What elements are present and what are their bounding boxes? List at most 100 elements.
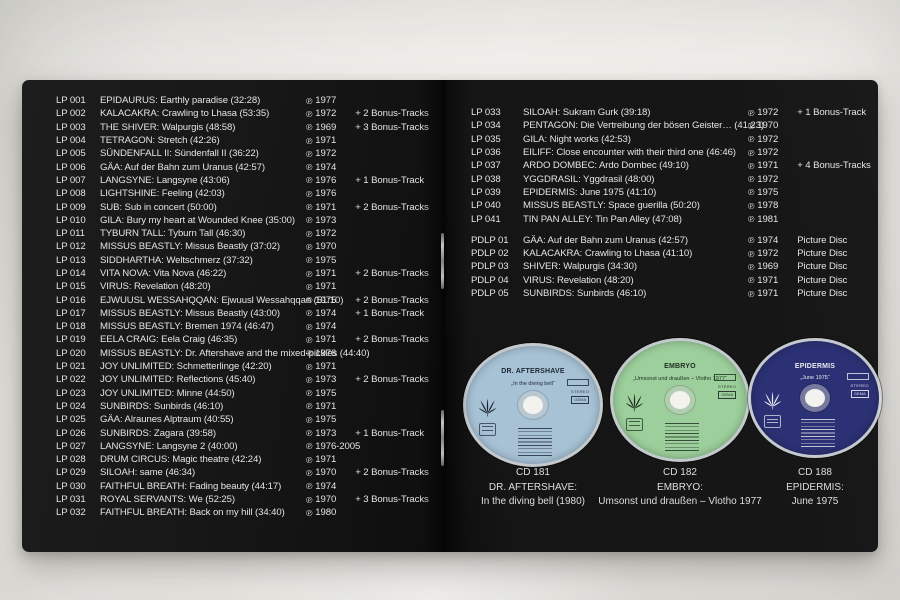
catalog-row: LP 037 ARDO DOMBEC: Ardo Dombec (49:10) … <box>471 159 871 172</box>
phonogram-icon: ℗ <box>306 441 313 452</box>
phonogram-icon: ℗ <box>306 454 313 465</box>
disc-center-hole <box>670 391 690 409</box>
release-info: ℗ 1971 <box>306 454 440 465</box>
release-year: 1972 <box>315 228 337 240</box>
catalog-row: LP 035 GILA: Night works (42:53) ℗ 1972 <box>471 133 870 146</box>
gema-label: GEMA <box>718 391 737 400</box>
album-entry: TIN PAN ALLEY: Tin Pan Alley (47:08) <box>523 213 682 225</box>
catalog-row: LP 024 SUNBIRDS: Sunbirds (46:10) ℗ 1971 <box>56 400 440 413</box>
release-year: 1974 <box>315 307 337 319</box>
catalog-number: LP 011 <box>56 228 85 240</box>
catalog-row: LP 007 LANGSYNE: Langsyne (43:06) ℗ 1976… <box>56 174 440 187</box>
catalog-row: LP 016 EJWUUSL WESSAHQQAN: Ejwuusl Wessa… <box>56 293 440 306</box>
catalog-row: LP 034 PENTAGON: Die Vertreibung der bös… <box>471 119 870 132</box>
release-year: 1975 <box>315 387 337 399</box>
catalog-number: LP 032 <box>56 507 86 519</box>
release-year: 1975 <box>315 414 337 426</box>
cd-disc-181: DR. AFTERSHAVE „In the diving bell“ <box>466 346 600 464</box>
release-info: ℗ 1970 + 3 Bonus-Tracks <box>306 494 440 505</box>
album-entry: SUB: Sub in concert (50:00) <box>100 201 217 213</box>
bonus-note: + 2 Bonus-Tracks <box>355 201 429 213</box>
catalog-row: LP 003 THE SHIVER: Walpurgis (48:58) ℗ 1… <box>56 121 440 134</box>
catalog-row: LP 014 VITA NOVA: Vita Nova (46:22) ℗ 19… <box>56 267 440 280</box>
release-year: 1971 <box>757 288 779 299</box>
album-entry: GÄA: Alraunes Alptraum (40:55) <box>100 414 234 426</box>
catalog-row: PDLP 02 KALACAKRA: Crawling to Lhasa (41… <box>471 247 870 260</box>
phonogram-icon: ℗ <box>748 147 755 158</box>
release-info: ℗ 1970 + 2 Bonus-Tracks <box>306 467 440 478</box>
catalog-row: LP 028 DRUM CIRCUS: Magic theatre (42:24… <box>56 453 440 466</box>
compact-disc-logo-icon <box>479 422 497 436</box>
album-entry: VIRUS: Revelation (48:20) <box>523 274 634 286</box>
release-info: ℗ 1976 <box>306 188 440 199</box>
phonogram-icon: ℗ <box>748 214 755 225</box>
album-entry: SILOAH: Sukram Gurk (39:18) <box>523 107 651 119</box>
release-info: ℗ 1975 <box>306 388 440 399</box>
phonogram-icon: ℗ <box>306 135 313 146</box>
release-year: 1976 <box>315 174 337 186</box>
phonogram-icon: ℗ <box>306 321 313 332</box>
release-info: ℗ 1971 Picture Disc <box>748 288 870 299</box>
catalog-number: LP 031 <box>56 494 86 506</box>
phonogram-icon: ℗ <box>748 187 755 198</box>
catalog-number: LP 039 <box>471 186 501 198</box>
hemp-leaf-logo-icon <box>763 389 782 415</box>
disc-fine-print: STEREO GEMA <box>706 374 737 401</box>
cd-caption-188: CD 188 EPIDERMIS: June 1975 <box>720 466 900 510</box>
catalog-row: LP 004 TETRAGON: Stretch (42:26) ℗ 1971 <box>56 134 440 147</box>
phonogram-icon: ℗ <box>748 275 755 286</box>
phonogram-icon: ℗ <box>306 241 313 252</box>
catalog-row: LP 033 SILOAH: Sukram Gurk (39:18) ℗ 197… <box>471 106 870 119</box>
catalog-number: LP 037 <box>471 160 501 172</box>
release-info: ℗ 1971 + 2 Bonus-Tracks <box>306 268 440 279</box>
phonogram-icon: ℗ <box>306 175 313 186</box>
picture-disc-note: Picture Disc <box>797 274 848 286</box>
release-info: ℗ 1974 <box>306 321 440 332</box>
release-year: 1974 <box>315 480 337 492</box>
catalog-number: LP 012 <box>56 241 86 253</box>
catalog-number: LP 001 <box>56 95 86 107</box>
album-entry: EPIDAURUS: Earthly paradise (32:28) <box>100 95 261 107</box>
catalog-number: LP 016 <box>56 294 86 306</box>
catalog-row: LP 036 EILIFF: Close encounter with thei… <box>471 146 870 159</box>
phonogram-icon: ℗ <box>306 494 313 505</box>
compact-disc-logo-icon <box>626 417 644 431</box>
catalog-row: LP 038 YGGDRASIL: Yggdrasil (48:00) ℗ 19… <box>471 172 870 185</box>
bonus-note: + 3 Bonus-Tracks <box>355 121 429 133</box>
cd-disc-188: EPIDERMIS „June 1975“ <box>751 341 879 455</box>
catalog-number: LP 026 <box>56 427 86 439</box>
bonus-note: + 2 Bonus-Tracks <box>355 268 429 279</box>
release-info: ℗ 1975 <box>306 255 440 266</box>
album-entry: MISSUS BEASTLY: Space guerilla (50:20) <box>523 200 700 212</box>
release-info: ℗ 1976 + 1 Bonus-Track <box>306 175 440 186</box>
catalog-row: LP 002 KALACAKRA: Crawling to Lhasa (53:… <box>56 107 440 120</box>
release-info: ℗ 1971 + 4 Bonus-Tracks <box>748 160 871 171</box>
album-entry: ARDO DOMBEC: Ardo Dombec (49:10) <box>523 160 689 172</box>
release-year: 1971 <box>315 361 337 373</box>
album-entry: SILOAH: same (46:34) <box>100 467 196 479</box>
release-info: ℗ 1969 + 3 Bonus-Tracks <box>306 122 440 133</box>
phonogram-icon: ℗ <box>748 200 755 211</box>
phonogram-icon: ℗ <box>306 95 313 106</box>
release-info: ℗ 1970 <box>306 241 440 252</box>
cd-artist: EMBRYO: <box>657 481 703 493</box>
phonogram-icon: ℗ <box>748 248 755 259</box>
album-entry: TYBURN TALL: Tyburn Tall (46:30) <box>100 228 246 240</box>
album-entry: SUNBIRDS: Zagara (39:58) <box>100 427 216 439</box>
catalog-number: LP 035 <box>471 133 501 145</box>
album-entry: YGGDRASIL: Yggdrasil (48:00) <box>523 173 655 185</box>
phonogram-icon: ℗ <box>748 261 755 272</box>
release-year: 1970 <box>315 494 337 506</box>
album-entry: GÄA: Auf der Bahn zum Uranus (42:57) <box>523 234 688 246</box>
staple-bottom <box>441 410 444 466</box>
album-entry: SIDDHARTHA: Weltschmerz (37:32) <box>100 254 253 266</box>
album-entry: GILA: Bury my heart at Wounded Knee (35:… <box>100 214 295 226</box>
disc-artist: EPIDERMIS <box>794 362 836 370</box>
bonus-note: + 2 Bonus-Tracks <box>355 334 429 346</box>
catalog-number: PDLP 04 <box>471 274 509 286</box>
release-info: ℗ 1977 <box>306 95 440 106</box>
phonogram-icon: ℗ <box>748 235 755 246</box>
catalog-row: LP 025 GÄA: Alraunes Alptraum (40:55) ℗ … <box>56 413 440 426</box>
release-info: ℗ 1975 <box>306 414 440 425</box>
release-year: 1970 <box>315 467 337 479</box>
